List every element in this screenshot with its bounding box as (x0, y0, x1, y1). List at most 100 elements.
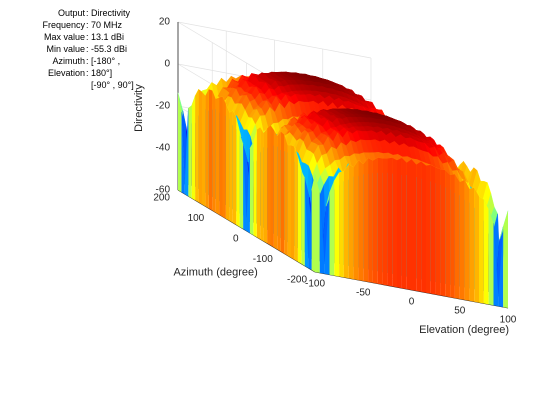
surface-skirt (421, 161, 426, 293)
surface-skirt (249, 142, 254, 236)
info-panel: Output: Directivity Frequency:70 MHz Max va… (0, 7, 200, 91)
surface-skirt (202, 92, 206, 207)
surface-skirt (225, 104, 230, 221)
surface-skirt (308, 189, 312, 270)
y-tick-label: -200 (287, 275, 307, 286)
surface-skirt (229, 110, 233, 223)
surface-skirt (464, 179, 470, 301)
surface-skirt (358, 160, 364, 281)
surface-skirt (392, 157, 397, 288)
surface-skirt (273, 130, 278, 250)
info-row: Min value: -55.3 dBi (0, 43, 200, 55)
info-label: Output (57, 8, 85, 18)
surface-skirt (348, 164, 354, 280)
surface-skirt (205, 89, 209, 209)
surface-skirt (219, 96, 223, 217)
surface-skirt (178, 92, 182, 193)
surface-skirt (406, 159, 412, 290)
surface-skirt (253, 129, 257, 238)
surface-skirt (195, 89, 199, 203)
y-tick-label: 100 (188, 213, 205, 224)
surface-skirt (222, 96, 226, 219)
surface-skirt (426, 164, 431, 294)
surface-skirt (474, 187, 479, 303)
surface-skirt (479, 196, 484, 304)
x-tick-label: -50 (356, 288, 371, 299)
info-row: Frequency:70 MHz (0, 19, 200, 31)
surface-skirt (343, 164, 349, 279)
surface-skirt (387, 157, 393, 287)
surface-skirt (191, 95, 196, 201)
surface-skirt (459, 179, 465, 300)
surface-skirt (430, 164, 436, 295)
surface-skirt (445, 170, 451, 298)
surface-skirt (319, 192, 325, 274)
axis-labels: Elevation (degree) Azimuth (degree) Dire… (133, 84, 509, 337)
surface-skirt (401, 157, 407, 290)
x-tick-label: 0 (409, 297, 415, 308)
y-tick-label: 0 (233, 234, 239, 245)
surface-skirt (243, 144, 247, 231)
surface-skirt (232, 110, 237, 225)
info-colon: : (86, 68, 89, 78)
surface-skirt (498, 226, 504, 308)
surface-skirt (263, 128, 268, 244)
surface-skirt (469, 187, 475, 302)
x-tick-label: 50 (454, 306, 466, 317)
x-tick-label: 100 (500, 315, 517, 326)
surface-skirt (483, 199, 489, 305)
y-axis-label: Azimuth (degree) (173, 266, 257, 278)
surface-skirt (260, 127, 264, 242)
surface-skirt (324, 192, 330, 275)
surface-skirt (304, 177, 309, 268)
z-tick-label: -40 (156, 143, 171, 154)
surface-skirt (246, 148, 250, 234)
surface-skirt (416, 161, 422, 292)
info-row: [-90° , 90°] (0, 79, 200, 91)
surface-skirt (181, 112, 185, 195)
surface-skirt (291, 145, 295, 260)
surface-skirt (212, 90, 216, 213)
info-value: Directivity (91, 8, 131, 18)
surface-skirt (329, 180, 335, 276)
surface-skirt (315, 174, 320, 273)
surface-skirt (372, 157, 378, 284)
surface-skirt (377, 157, 383, 285)
y-tick-label: -100 (253, 254, 273, 265)
info-colon: : (86, 32, 89, 42)
surface-skirt (363, 158, 369, 282)
info-row: Max value:13.1 dBi (0, 31, 200, 43)
surface-skirt (294, 146, 298, 262)
surface-skirt (208, 89, 213, 211)
info-label: Elevation (47, 68, 85, 78)
info-value: -55.3 dBi (91, 44, 128, 54)
info-label: Max value (43, 32, 85, 42)
surface-skirt (503, 210, 508, 308)
surface-skirt (287, 145, 291, 258)
surface-skirt (311, 174, 315, 272)
x-tick-label: -100 (305, 279, 325, 290)
surface-skirt (267, 125, 271, 246)
surface-skirt (280, 131, 285, 254)
info-value: 70 MHz (91, 20, 123, 30)
surface-skirt (435, 167, 441, 296)
surface-skirt (493, 223, 499, 307)
surface-skirt (339, 171, 344, 278)
surface-skirt (334, 172, 340, 277)
surface-skirt (256, 127, 261, 240)
surface-skirt (284, 134, 288, 256)
info-label: Min value (46, 44, 85, 54)
surface-skirt (236, 117, 240, 227)
surface-skirt (270, 125, 274, 248)
surface-skirt (215, 97, 220, 215)
surface-skirt (301, 171, 305, 266)
info-colon: : (86, 44, 89, 54)
info-row: Azimuth: [-180° , (0, 55, 200, 67)
surface-skirt (397, 157, 402, 289)
surface-skirt (353, 160, 359, 281)
surface (177, 71, 509, 308)
info-label: Frequency (42, 20, 85, 30)
z-axis-label: Directivity (133, 84, 145, 132)
